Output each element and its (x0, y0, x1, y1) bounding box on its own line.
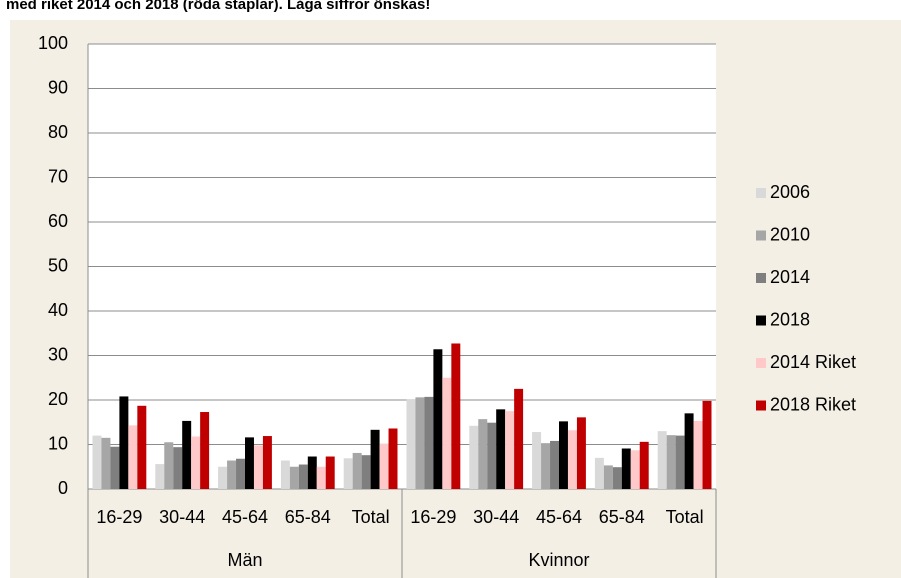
bar (675, 435, 685, 489)
bar (478, 419, 488, 489)
bar (352, 452, 362, 489)
bar (379, 443, 389, 489)
bar (514, 388, 524, 489)
legend-swatch (756, 273, 766, 283)
bar (532, 432, 542, 489)
x-tick-label: 65-84 (285, 507, 331, 527)
legend-label: 2014 Riket (770, 352, 856, 372)
bar (576, 417, 586, 489)
bar (594, 457, 604, 489)
bar (442, 377, 452, 489)
bar (262, 436, 272, 489)
y-tick-label: 80 (48, 122, 68, 142)
bar (316, 466, 326, 489)
x-tick-label: Total (666, 507, 704, 527)
y-tick-label: 40 (48, 300, 68, 320)
bar (388, 428, 398, 489)
bar (164, 442, 174, 489)
bar (343, 458, 353, 489)
bar (182, 420, 192, 489)
bar (415, 397, 425, 489)
bar (289, 466, 299, 489)
bar (684, 413, 694, 489)
legend-swatch (756, 358, 766, 368)
bar (137, 405, 147, 489)
x-tick-label: 65-84 (599, 507, 645, 527)
y-tick-label: 70 (48, 166, 68, 186)
bar (567, 430, 577, 489)
x-tick-label: 16-29 (410, 507, 456, 527)
bar (298, 464, 308, 489)
legend-swatch (756, 315, 766, 326)
y-tick-label: 30 (48, 344, 68, 364)
group-label: Män (227, 550, 262, 570)
bar (325, 456, 335, 489)
bar (227, 460, 237, 489)
bar (639, 441, 649, 489)
x-tick-label: 16-29 (96, 507, 142, 527)
x-tick-label: 45-64 (222, 507, 268, 527)
bar (657, 431, 667, 489)
bar (406, 399, 416, 489)
x-tick-label: Total (352, 507, 390, 527)
legend-swatch (756, 188, 766, 198)
bar (280, 460, 290, 489)
bar (603, 465, 613, 489)
bar (128, 425, 138, 489)
y-tick-label: 50 (48, 255, 68, 275)
bar (253, 445, 263, 489)
y-tick-label: 90 (48, 77, 68, 97)
bar (218, 466, 228, 489)
bar (559, 421, 568, 489)
x-tick-label: 30-44 (473, 507, 519, 527)
y-tick-label: 0 (58, 478, 68, 498)
bar (541, 443, 551, 489)
y-tick-label: 20 (48, 389, 68, 409)
bar (621, 448, 631, 489)
bar (630, 450, 640, 489)
y-tick-label: 100 (38, 33, 68, 53)
legend-label: 2018 Riket (770, 394, 856, 414)
chart-title: med riket 2014 och 2018 (röda staplar). … (6, 0, 430, 13)
bar (119, 396, 129, 489)
bar (245, 437, 254, 489)
legend-swatch (756, 400, 766, 411)
x-tick-label: 45-64 (536, 507, 582, 527)
legend-swatch (756, 230, 766, 241)
legend-label: 2010 (770, 224, 810, 244)
legend-label: 2014 (770, 267, 810, 287)
bar (361, 455, 371, 489)
bar (92, 435, 102, 489)
y-tick-label: 60 (48, 211, 68, 231)
legend-label: 2006 (770, 182, 810, 202)
bar (505, 411, 515, 489)
bar (101, 437, 111, 489)
legend-label: 2018 (770, 309, 810, 329)
bar (191, 436, 201, 489)
bar (307, 456, 317, 489)
bar (155, 464, 165, 489)
bar (451, 343, 461, 489)
bar (702, 400, 712, 489)
bar (424, 396, 434, 489)
bar (496, 409, 506, 489)
x-tick-label: 30-44 (159, 507, 205, 527)
y-tick-label: 10 (48, 433, 68, 453)
bar (370, 429, 380, 489)
bar (487, 422, 497, 489)
bar (173, 447, 183, 489)
bar (693, 420, 703, 489)
bar (236, 458, 245, 489)
bar (110, 446, 120, 489)
bar (666, 435, 676, 489)
bar (433, 349, 443, 489)
bar (200, 412, 210, 489)
bar (612, 467, 622, 489)
bar (550, 440, 559, 489)
group-label: Kvinnor (528, 550, 589, 570)
bar (469, 425, 479, 489)
